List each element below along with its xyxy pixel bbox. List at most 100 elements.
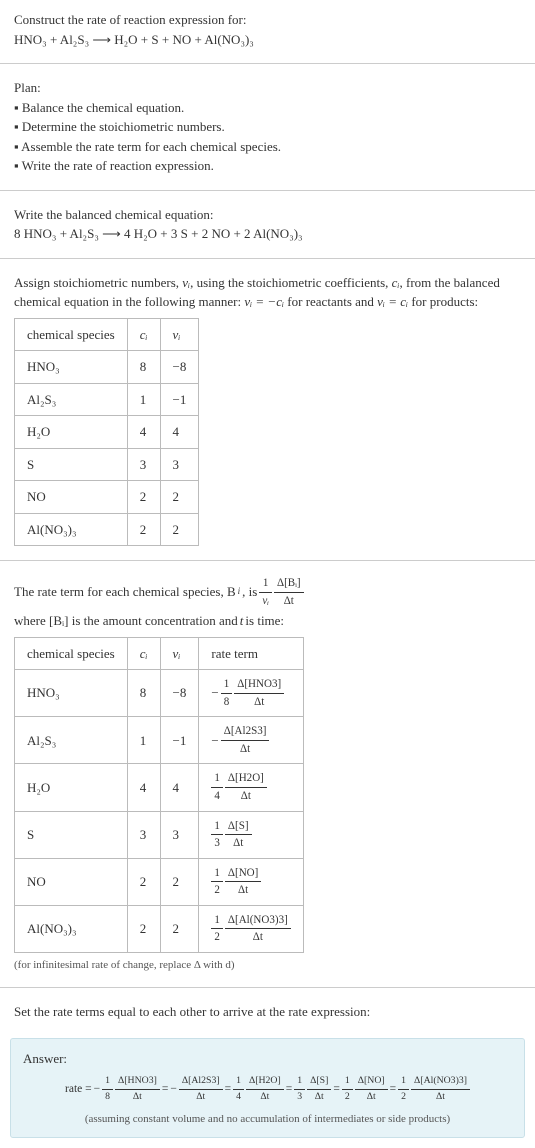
- num: Δ[S]: [307, 1074, 331, 1090]
- table-row: Al(NO₃)₃2212 Δ[Al(NO3)3]Δt: [15, 905, 304, 952]
- cell: 8: [127, 351, 160, 384]
- rateterm-intro: The rate term for each chemical species,…: [14, 575, 521, 631]
- cell: 2: [127, 513, 160, 546]
- cell: Al₂S₃: [15, 717, 128, 764]
- equals: =: [225, 1081, 232, 1098]
- text: Assign stoichiometric numbers,: [14, 275, 182, 290]
- den: Δt: [225, 929, 291, 946]
- balanced-title: Write the balanced chemical equation:: [14, 205, 521, 225]
- cell: 1: [127, 383, 160, 416]
- rate-term: 14 Δ[H2O]Δt: [233, 1074, 284, 1104]
- den: Δt: [355, 1090, 388, 1105]
- den: 2: [211, 882, 223, 899]
- cell: 1: [127, 717, 160, 764]
- num: Δ[NO]: [225, 865, 261, 883]
- num: Δ[S]: [225, 818, 252, 836]
- cell: H₂O: [15, 416, 128, 449]
- equals: =: [390, 1081, 397, 1098]
- fraction: 12: [211, 865, 223, 899]
- stoich-section: Assign stoichiometric numbers, νᵢ, using…: [0, 263, 535, 557]
- num: 1: [102, 1074, 113, 1090]
- num: Δ[Al(NO3)3]: [225, 912, 291, 930]
- cell: 12 Δ[Al(NO3)3]Δt: [199, 905, 303, 952]
- stoich-table: chemical species cᵢ νᵢ HNO₃8−8 Al₂S₃1−1 …: [14, 318, 199, 547]
- eq-rhs: H₂O + S + NO + Al(NO₃)₃: [114, 32, 254, 47]
- cell: Al(NO₃)₃: [15, 513, 128, 546]
- neg: −: [94, 1081, 101, 1098]
- cell: 3: [127, 448, 160, 481]
- final-title-section: Set the rate terms equal to each other t…: [0, 992, 535, 1032]
- num: 1: [211, 912, 223, 930]
- cell: Al₂S₃: [15, 383, 128, 416]
- num: 1: [342, 1074, 353, 1090]
- den: Δt: [115, 1090, 160, 1105]
- equals: =: [333, 1081, 340, 1098]
- rate-term: −Δ[Al2S3]Δt: [211, 723, 290, 757]
- divider: [0, 63, 535, 64]
- table-row: Al₂S₃1−1: [15, 383, 199, 416]
- cell: S: [15, 448, 128, 481]
- table-row: NO22: [15, 481, 199, 514]
- cell: NO: [15, 858, 128, 905]
- cell: −18 Δ[HNO3]Δt: [199, 670, 303, 717]
- rule: νᵢ = cᵢ: [377, 294, 408, 309]
- fraction: Δ[S]Δt: [307, 1074, 331, 1104]
- cell: 4: [127, 764, 160, 811]
- table-row: H₂O44: [15, 416, 199, 449]
- header-title: Construct the rate of reaction expressio…: [14, 10, 521, 30]
- cell: 2: [160, 905, 199, 952]
- num: 1: [211, 865, 223, 883]
- answer-rate-expression: rate = −18 Δ[HNO3]Δt = −Δ[Al2S3]Δt = 14 …: [23, 1074, 512, 1104]
- col-header: rate term: [199, 637, 303, 670]
- rate-term: 14 Δ[H2O]Δt: [211, 770, 290, 804]
- rate-term: −18 Δ[HNO3]Δt: [94, 1074, 160, 1104]
- num: Δ[HNO3]: [234, 676, 284, 694]
- den: Δt: [246, 1090, 284, 1105]
- neg: −: [211, 683, 218, 703]
- plan-section: Plan: Balance the chemical equation. Det…: [0, 68, 535, 186]
- fraction: Δ[H2O]Δt: [225, 770, 267, 804]
- cell: Al(NO₃)₃: [15, 905, 128, 952]
- den: 2: [211, 929, 223, 946]
- fraction: 12: [211, 912, 223, 946]
- num: 1: [211, 770, 223, 788]
- eq-lhs: HNO₃ + Al₂S₃: [14, 32, 89, 47]
- table-row: Al₂S₃1−1 −Δ[Al2S3]Δt: [15, 717, 304, 764]
- answer-label: Answer:: [23, 1049, 512, 1069]
- den: Δt: [234, 694, 284, 711]
- num: 1: [233, 1074, 244, 1090]
- cell: 14 Δ[H2O]Δt: [199, 764, 303, 811]
- cell: −8: [160, 351, 199, 384]
- col-header: cᵢ: [127, 318, 160, 351]
- rate-term: 13 Δ[S]Δt: [294, 1074, 331, 1104]
- cell: −8: [160, 670, 199, 717]
- cell: −1: [160, 717, 199, 764]
- den: νᵢ: [259, 593, 272, 610]
- nu-i: νᵢ: [182, 275, 190, 290]
- divider: [0, 560, 535, 561]
- fraction: Δ[HNO3]Δt: [234, 676, 284, 710]
- cell: 2: [127, 481, 160, 514]
- num: Δ[Bᵢ]: [274, 575, 304, 593]
- fraction: Δ[Al(NO3)3]Δt: [225, 912, 291, 946]
- cell: −Δ[Al2S3]Δt: [199, 717, 303, 764]
- den: 2: [398, 1090, 409, 1105]
- sub-i: i: [238, 585, 241, 599]
- col-header: νᵢ: [160, 637, 199, 670]
- num: Δ[H2O]: [225, 770, 267, 788]
- equals: =: [286, 1081, 293, 1098]
- rate-term: 13 Δ[S]Δt: [211, 818, 290, 852]
- rateterm-section: The rate term for each chemical species,…: [0, 565, 535, 983]
- col-header: νᵢ: [160, 318, 199, 351]
- text: , is: [242, 582, 257, 602]
- table-row: S3313 Δ[S]Δt: [15, 811, 304, 858]
- table-row: Al(NO₃)₃22: [15, 513, 199, 546]
- rate-term: 12 Δ[NO]Δt: [342, 1074, 388, 1104]
- fraction: 12: [342, 1074, 353, 1104]
- den: 4: [211, 788, 223, 805]
- text: is time:: [245, 611, 284, 631]
- plan-item: Assemble the rate term for each chemical…: [14, 137, 521, 157]
- text: , using the stoichiometric coefficients,: [190, 275, 392, 290]
- num: 1: [294, 1074, 305, 1090]
- rate-label: rate =: [65, 1081, 92, 1098]
